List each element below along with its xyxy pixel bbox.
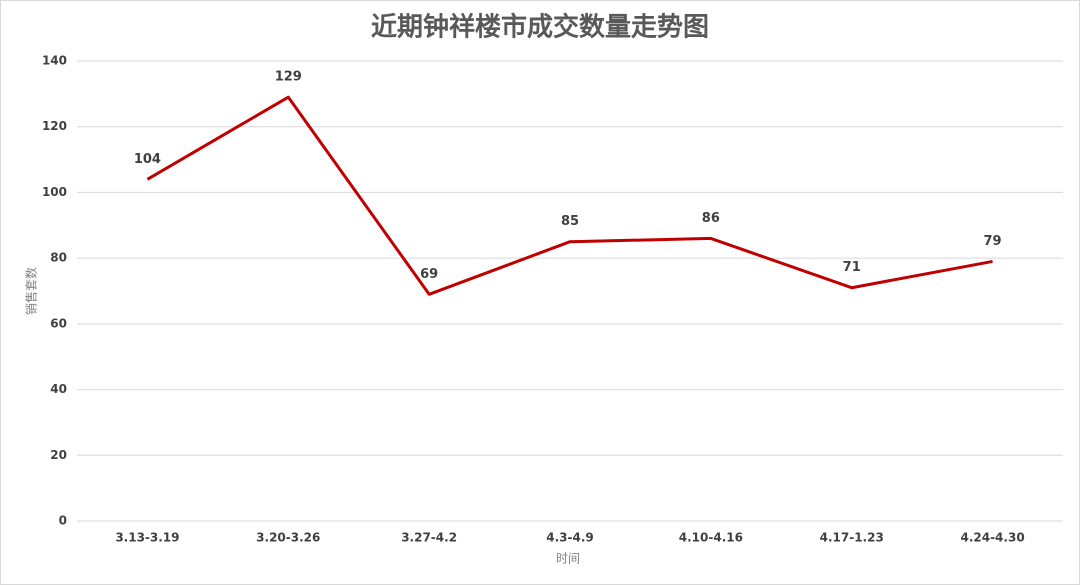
x-tick-label: 3.20-3.26 xyxy=(256,531,320,545)
y-axis-title: 销售套数 xyxy=(24,267,39,315)
y-tick-label: 40 xyxy=(50,382,67,396)
x-axis-title: 时间 xyxy=(556,552,580,566)
data-label: 129 xyxy=(275,70,302,85)
y-tick-label: 0 xyxy=(59,514,67,528)
x-tick-label: 4.10-4.16 xyxy=(679,531,743,545)
data-label: 86 xyxy=(702,211,720,226)
chart-title: 近期钟祥楼市成交数量走势图 xyxy=(371,12,709,43)
x-tick-label: 3.13-3.19 xyxy=(115,531,179,545)
data-label: 104 xyxy=(134,152,161,167)
x-tick-label: 3.27-4.2 xyxy=(401,531,457,545)
y-tick-label: 20 xyxy=(50,448,67,462)
y-tick-label: 100 xyxy=(42,185,67,199)
data-label: 71 xyxy=(843,260,861,275)
y-tick-label: 80 xyxy=(50,251,67,265)
series-line xyxy=(146,95,993,296)
data-label: 79 xyxy=(984,234,1002,249)
data-label: 85 xyxy=(561,214,579,229)
y-tick-label: 120 xyxy=(42,119,67,133)
y-tick-label: 60 xyxy=(50,316,67,330)
x-tick-label: 4.3-4.9 xyxy=(546,531,594,545)
data-label: 69 xyxy=(420,267,438,282)
y-tick-label: 140 xyxy=(42,54,67,68)
x-tick-label: 4.24-4.30 xyxy=(960,531,1024,545)
x-tick-label: 4.17-1.23 xyxy=(820,531,884,545)
